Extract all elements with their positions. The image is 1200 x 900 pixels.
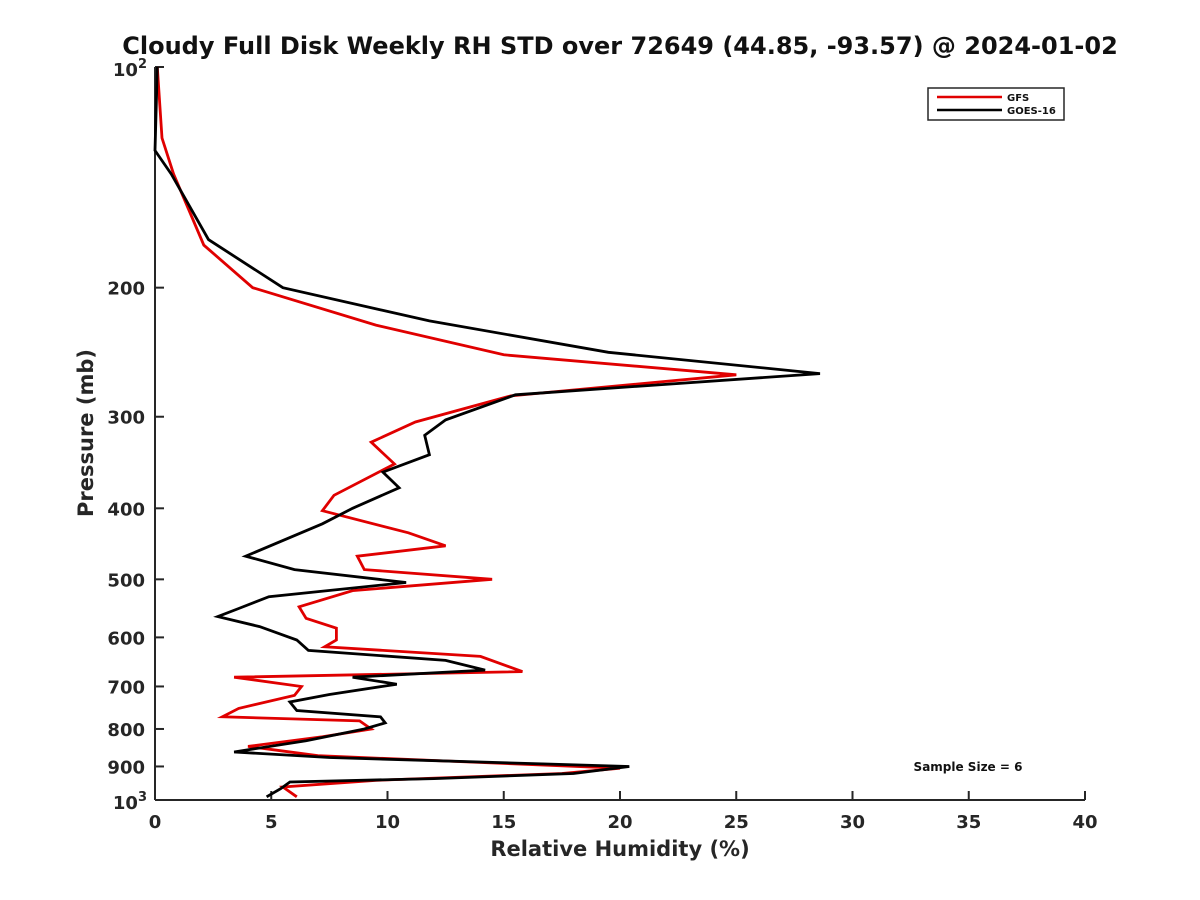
y-tick-label: 300 [107,408,145,429]
y-tick-label: 103 [113,790,147,814]
sample-size-annotation: Sample Size = 6 [914,760,1023,774]
y-tick-label: 102 [113,57,147,81]
x-tick-label: 20 [607,812,632,833]
legend-box [927,87,1065,121]
y-tick-label: 200 [107,279,145,300]
x-tick-label: 15 [491,812,516,833]
legend-label-goes16: GOES-16 [1007,106,1056,117]
plot-area [154,67,1085,801]
y-tick-label: 900 [107,757,145,778]
x-tick-label: 5 [265,812,278,833]
series-line-gfs [155,66,737,798]
legend-label-gfs: GFS [1007,93,1029,104]
x-tick-label: 25 [724,812,749,833]
x-tick-label: 10 [375,812,400,833]
legend: GFS GOES-16 [927,87,1065,121]
y-tick-label: 400 [107,499,145,520]
y-ticks: 102 200 300 400 500 600 700 800 900 103 [107,57,164,814]
x-tick-label: 35 [956,812,981,833]
x-ticks: 0 5 10 15 20 25 30 35 40 [149,791,1098,833]
y-tick-label: 600 [107,628,145,649]
y-tick-label: 500 [107,570,145,591]
y-tick-label: 700 [107,677,145,698]
x-axis-label: Relative Humidity (%) [490,837,749,861]
x-tick-label: 30 [840,812,865,833]
series-line-goes16 [153,66,821,799]
x-tick-label: 0 [149,812,162,833]
chart-title: Cloudy Full Disk Weekly RH STD over 7264… [122,32,1118,60]
y-tick-label: 800 [107,720,145,741]
series-layer [153,66,821,799]
y-axis-label: Pressure (mb) [74,349,98,517]
x-tick-label: 40 [1072,812,1097,833]
